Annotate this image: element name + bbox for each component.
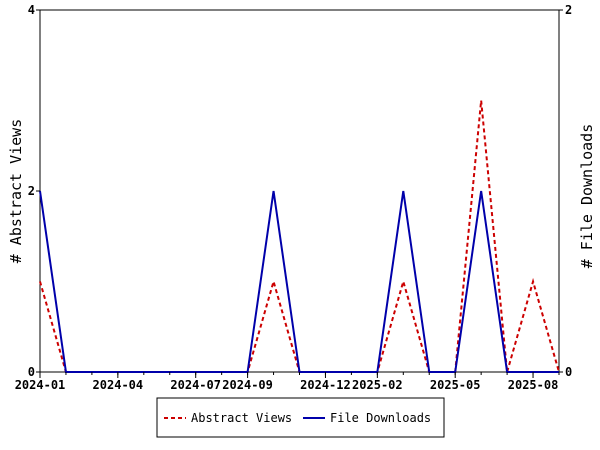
axis-layer: 0 2 4 0 2 2024-01 2024-04 2024-07 2024-09 2024-12… <box>15 3 573 392</box>
x-tick-label: 2025-05 <box>430 378 481 392</box>
x-tick-label: 2024-01 <box>15 378 66 392</box>
x-tick-label: 2024-09 <box>222 378 273 392</box>
y-tick-label-left: 0 <box>28 365 35 379</box>
y-tick-label-right: 2 <box>565 3 572 17</box>
x-tick-label: 2024-04 <box>93 378 144 392</box>
x-tick-label: 2025-08 <box>508 378 559 392</box>
x-tick-label: 2025-02 <box>352 378 403 392</box>
legend-box <box>156 397 445 438</box>
x-tick-label: 2024-07 <box>170 378 221 392</box>
y-axis-title-right: # File Downloads <box>578 124 596 269</box>
y-tick-label-left: 2 <box>28 184 35 198</box>
y-axis-title-left: # Abstract Views <box>7 119 25 264</box>
legend: Abstract Views File Downloads <box>156 397 445 438</box>
legend-label-abstract-views: Abstract Views <box>191 411 292 425</box>
y-tick-label-left: 4 <box>28 3 35 17</box>
legend-label-file-downloads: File Downloads <box>330 411 431 425</box>
y-tick-label-right: 0 <box>565 365 572 379</box>
x-tick-label: 2024-12 <box>300 378 351 392</box>
